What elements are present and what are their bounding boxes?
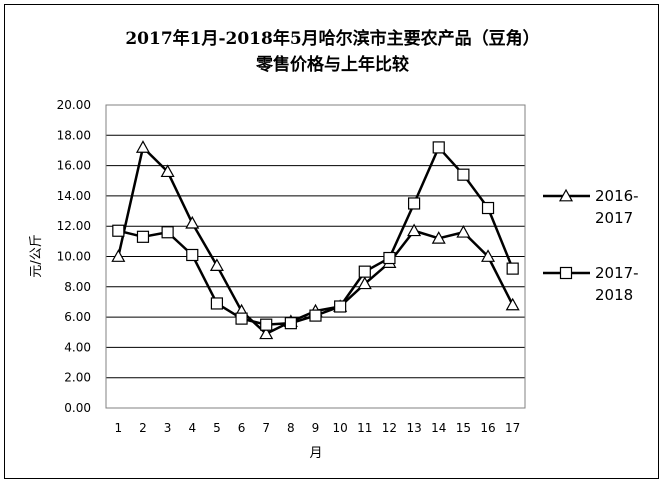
x-tick-label: 12 — [382, 421, 397, 435]
x-tick-label: 6 — [238, 421, 246, 435]
legend-label-line2: 2018 — [595, 286, 633, 304]
chart-title-line1: 2017年1月-2018年5月哈尔滨市主要农产品（豆角） — [125, 29, 540, 49]
x-tick-label: 16 — [480, 421, 495, 435]
legend-item-1: 2016- 2017 — [543, 187, 639, 227]
data-point-triangle — [185, 215, 200, 229]
data-point-square — [161, 226, 174, 239]
x-tick-label: 15 — [456, 421, 471, 435]
data-point-square — [432, 141, 445, 154]
x-tick-label: 3 — [164, 421, 172, 435]
x-tick-label: 14 — [431, 421, 446, 435]
x-tick-label: 9 — [312, 421, 320, 435]
data-point-triangle — [209, 258, 224, 271]
data-point-square — [407, 197, 421, 210]
x-tick-label: 1 — [115, 421, 123, 435]
y-tick-label: 12.00 — [57, 219, 91, 233]
data-point-square — [260, 318, 273, 331]
legend-item-2: 2017- 2018 — [543, 264, 639, 304]
chart-frame — [4, 4, 659, 479]
y-axis-tick-labels: 0.00 2.00 4.00 6.00 8.00 10.00 12.00 14.00 16.00… — [57, 98, 91, 415]
y-tick-label: 8.00 — [64, 280, 91, 294]
data-point-square — [358, 265, 371, 278]
y-tick-label: 2.00 — [64, 371, 91, 385]
x-tick-label: 2 — [139, 421, 147, 435]
data-point-square — [383, 251, 396, 265]
y-tick-label: 10.00 — [57, 250, 91, 264]
data-point-square — [210, 297, 224, 310]
data-point-triangle — [259, 326, 274, 340]
y-tick-label: 0.00 — [64, 401, 91, 415]
series-layer — [111, 140, 520, 340]
x-axis-label: 月 — [309, 446, 322, 461]
x-tick-label: 4 — [188, 421, 196, 435]
y-tick-label: 20.00 — [57, 98, 91, 112]
data-point-triangle — [135, 140, 150, 153]
data-point-triangle — [357, 276, 372, 290]
data-point-square — [186, 248, 199, 262]
x-tick-label: 5 — [213, 421, 221, 435]
plot-area-border — [105, 104, 526, 409]
data-point-square — [284, 317, 297, 330]
data-point-triangle — [431, 231, 446, 244]
data-point-square — [457, 168, 470, 181]
data-point-square — [481, 201, 495, 215]
x-tick-label: 10 — [333, 421, 348, 435]
data-point-square — [334, 300, 347, 313]
data-point-square — [506, 262, 519, 275]
data-point-triangle — [160, 164, 175, 178]
y-tick-label: 14.00 — [57, 189, 91, 203]
chart-title: 2017年1月-2018年5月哈尔滨市主要农产品（豆角） 零售价格与上年比较 — [0, 26, 665, 78]
x-axis-tick-labels: 1 2 3 4 5 6 7 8 9 10 11 12 13 14 15 16 17 — [115, 421, 521, 435]
data-point-triangle — [456, 225, 471, 238]
x-tick-label: 11 — [357, 421, 372, 435]
legend: 2016- 2017 2017- 2018 — [543, 187, 639, 304]
data-point-square — [112, 224, 125, 237]
data-point-triangle — [505, 297, 520, 311]
y-tick-label: 4.00 — [64, 340, 91, 354]
series-line — [118, 146, 514, 326]
legend-label-line2: 2017 — [595, 209, 633, 227]
x-tick-label: 13 — [406, 421, 421, 435]
y-tick-label: 18.00 — [57, 128, 91, 142]
y-tick-label: 16.00 — [57, 159, 91, 173]
data-point-triangle — [111, 249, 126, 262]
data-point-square — [309, 309, 322, 322]
data-point-triangle — [481, 249, 496, 262]
x-tick-label: 7 — [262, 421, 270, 435]
y-axis-label: 元/公斤 — [29, 234, 44, 277]
chart-title-line2: 零售价格与上年比较 — [256, 55, 409, 75]
legend-label-line1: 2016- — [595, 187, 639, 205]
x-tick-label: 17 — [505, 421, 520, 435]
data-point-square — [136, 230, 150, 243]
legend-label-line1: 2017- — [595, 264, 639, 282]
data-point-triangle — [407, 223, 422, 237]
legend-marker-square — [559, 266, 573, 280]
x-tick-label: 8 — [287, 421, 295, 435]
y-tick-label: 6.00 — [64, 310, 91, 324]
series-2 — [112, 141, 519, 331]
grid-lines — [106, 104, 525, 409]
data-point-square — [235, 312, 248, 325]
legend-marker-triangle — [558, 188, 574, 202]
